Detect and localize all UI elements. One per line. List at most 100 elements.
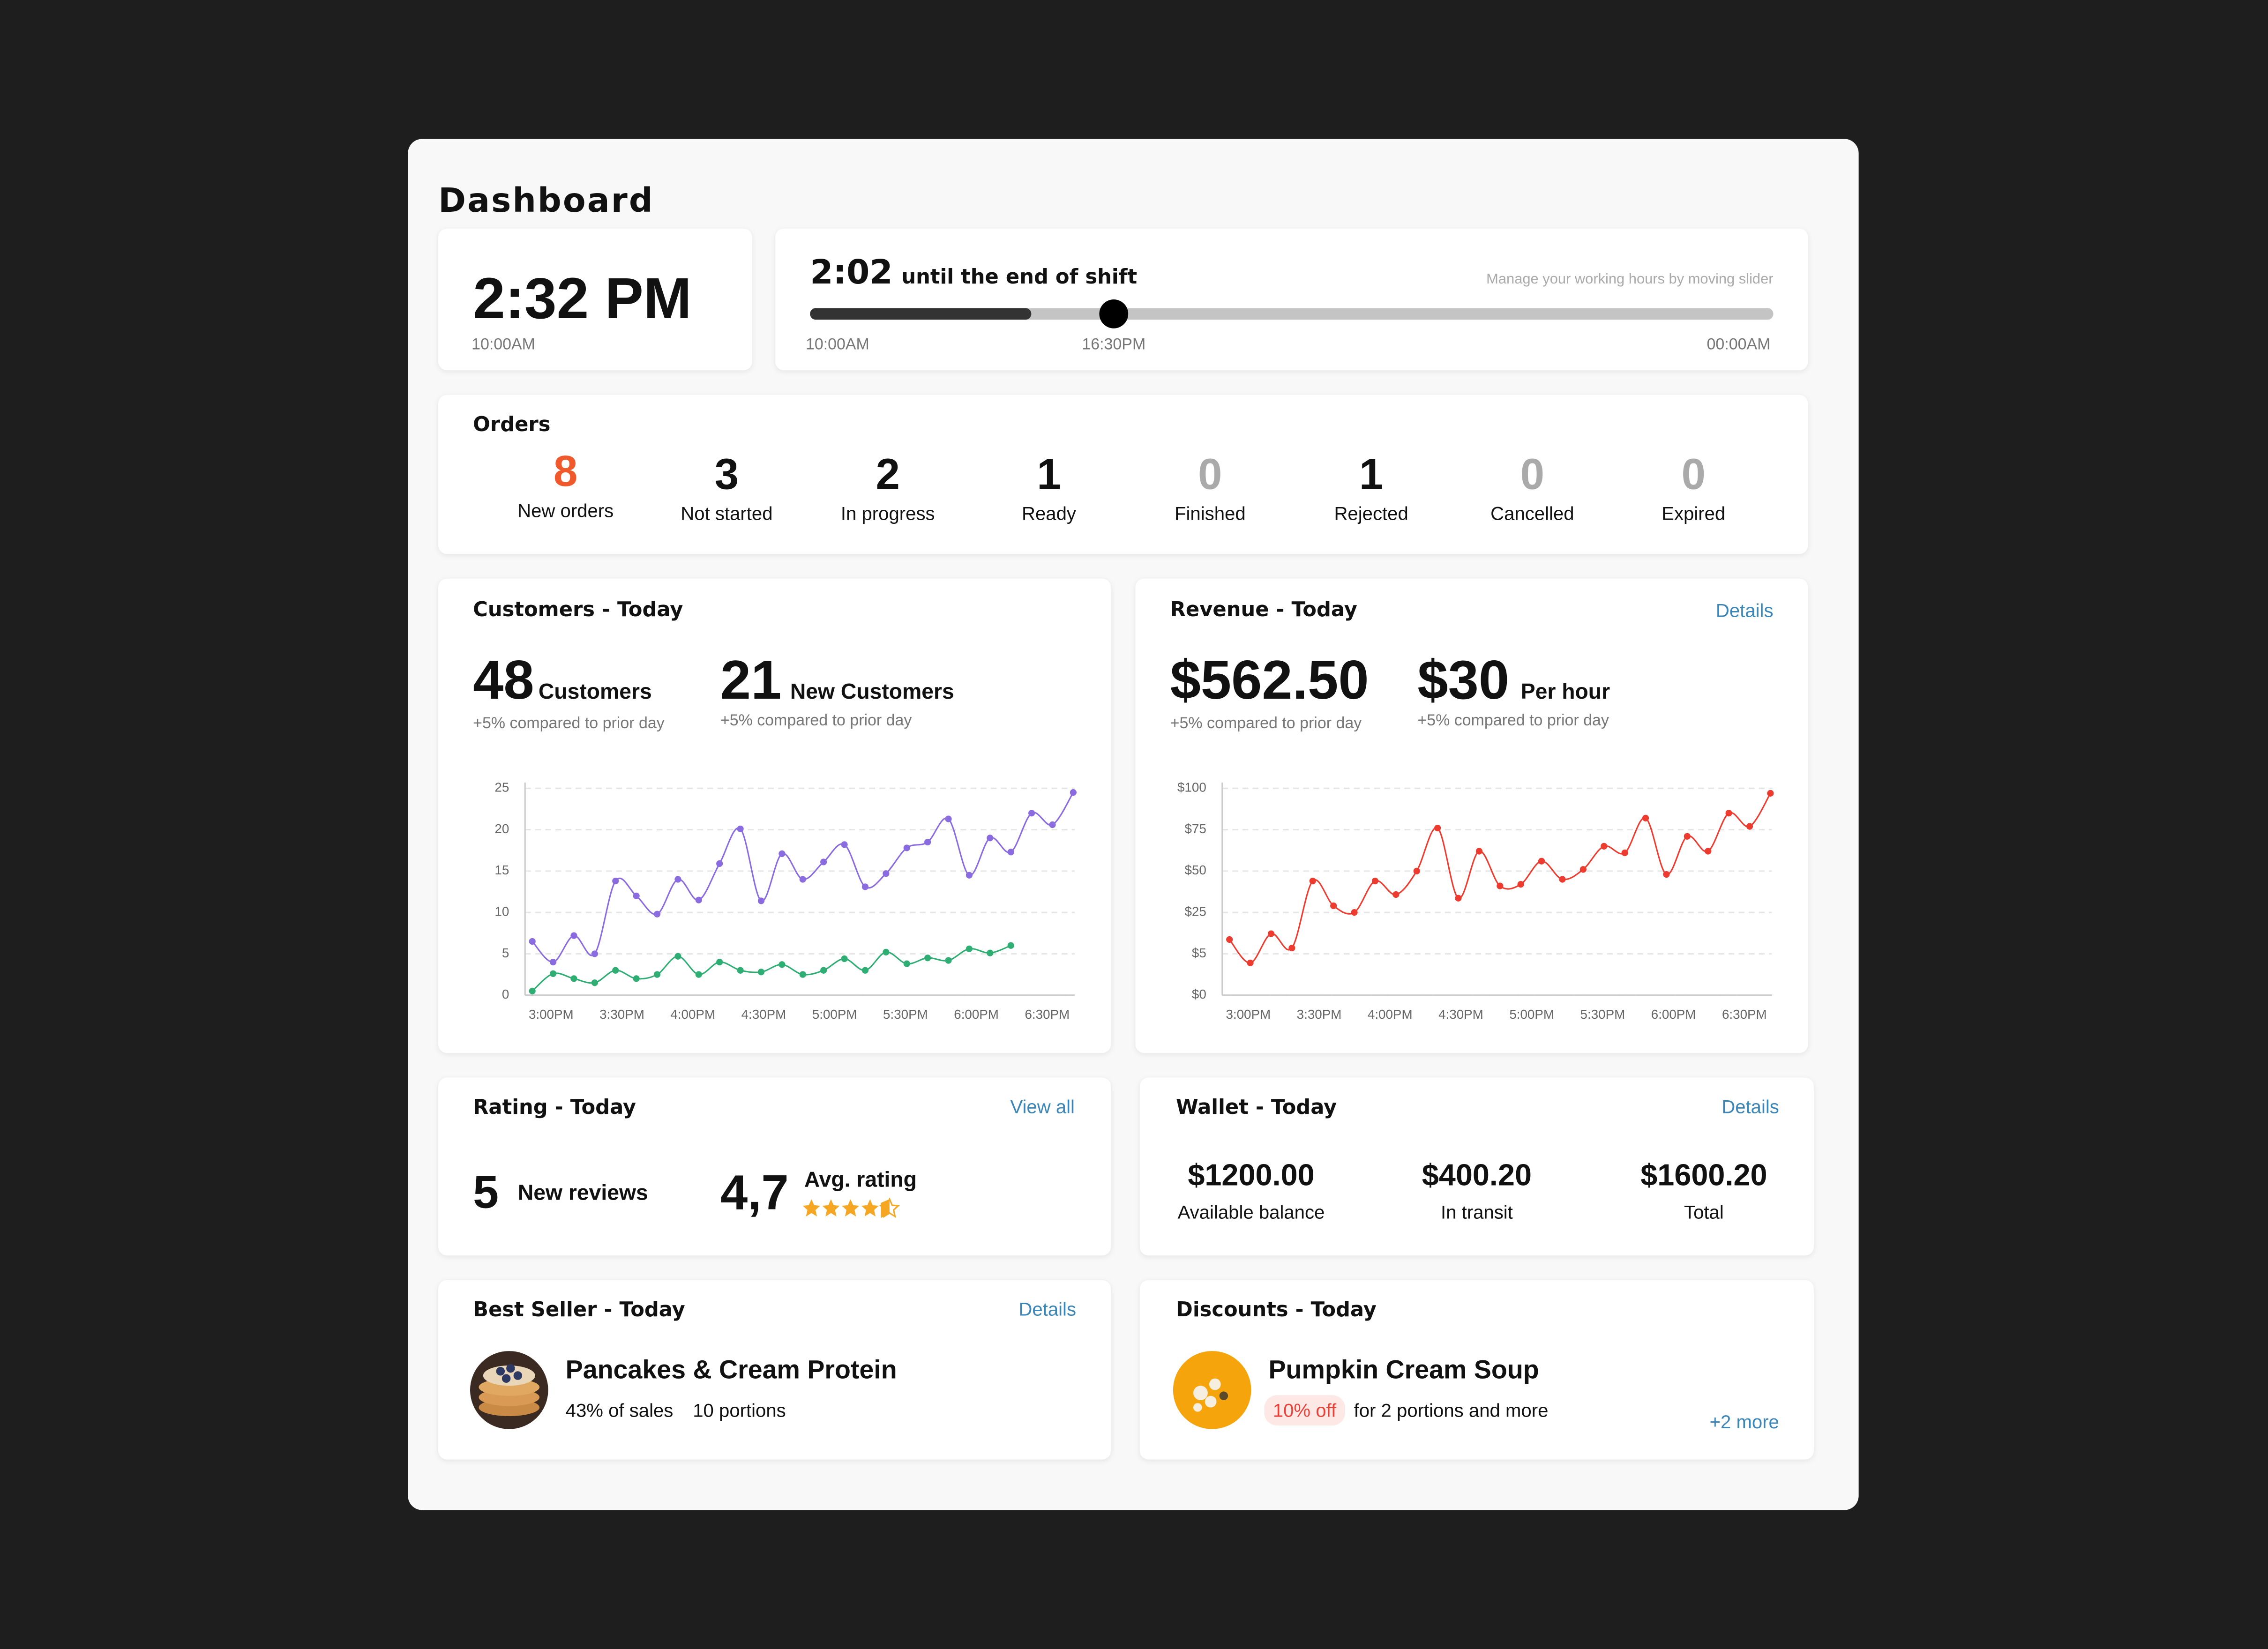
wallet-label: Total <box>1684 1201 1724 1223</box>
data-point <box>1007 849 1014 856</box>
stat-value: $562.50 <box>1170 651 1369 712</box>
data-point <box>1049 821 1056 828</box>
data-point <box>674 953 681 960</box>
revenue-chart: $0 $5 $25 $50 $75 $100 3:00PM 3:30PM 4:00PM 4:30P… <box>1177 780 1774 1022</box>
data-point <box>924 955 931 962</box>
data-point <box>695 896 702 903</box>
wallet-amount: $400.20 <box>1422 1159 1532 1193</box>
revenue-card: Revenue - Today Details $562.50 +5% comp… <box>1135 578 1808 1053</box>
x-tick-label: 3:00PM <box>1226 1007 1271 1022</box>
order-label: Not started <box>681 502 773 524</box>
shift-hint: Manage your working hours by moving slid… <box>1486 272 1774 288</box>
discount-badge: 10% off <box>1264 1395 1345 1426</box>
data-point <box>1621 849 1628 857</box>
y-tick-label: 15 <box>494 863 509 877</box>
y-tick-label: $5 <box>1192 946 1206 960</box>
order-label: In progress <box>840 502 935 524</box>
data-point <box>1475 848 1482 855</box>
y-tick-label: $25 <box>1184 904 1206 918</box>
data-point <box>1684 833 1691 840</box>
x-tick-label: 5:30PM <box>1580 1007 1625 1022</box>
data-point <box>633 892 640 899</box>
data-point <box>1663 871 1670 878</box>
data-point <box>1725 810 1732 817</box>
data-point <box>1434 824 1441 832</box>
data-point <box>1413 867 1420 874</box>
shift-card: 2:02 until the end of shift Manage your … <box>775 228 1808 371</box>
data-point <box>1497 882 1504 889</box>
y-tick-label: $50 <box>1184 863 1206 877</box>
order-count: 3 <box>714 451 739 499</box>
data-point <box>529 938 536 945</box>
data-point <box>570 932 577 939</box>
order-label: Cancelled <box>1490 502 1574 524</box>
data-point <box>1070 789 1077 796</box>
data-point <box>903 960 910 967</box>
data-point <box>570 975 577 982</box>
data-point <box>1579 866 1587 873</box>
data-point <box>1226 936 1233 943</box>
data-point <box>987 949 994 956</box>
data-point <box>549 958 557 966</box>
details-link[interactable]: Details <box>1018 1298 1077 1320</box>
stat-value: $30 <box>1417 651 1510 712</box>
stat-note: +5% compared to prior day <box>1417 712 1609 730</box>
y-tick-label: $75 <box>1184 821 1206 836</box>
reviews-label: New reviews <box>517 1181 648 1206</box>
data-point <box>841 955 848 963</box>
slider-knob[interactable] <box>1099 299 1129 328</box>
stat-unit: Per hour <box>1520 679 1610 705</box>
y-tick-label: 25 <box>494 780 509 795</box>
data-point <box>945 957 952 964</box>
order-count: 1 <box>1359 451 1384 499</box>
data-point <box>1767 790 1774 797</box>
clock-card: 2:32 PM 10:00AM <box>438 228 752 371</box>
per-hour-stat: $30 Per hour <box>1417 651 1610 713</box>
order-label: Rejected <box>1334 502 1408 524</box>
data-point <box>529 987 536 994</box>
orders-card: Orders 8 New orders 3 Not started 2 In progre… <box>438 395 1808 554</box>
data-point <box>1007 942 1014 949</box>
y-tick-label: 0 <box>502 987 509 1001</box>
rating-card: Rating - Today View all 5 New reviews 4,… <box>438 1077 1111 1256</box>
product-name: Pancakes & Cream Protein <box>565 1355 897 1385</box>
order-label: New orders <box>517 500 614 522</box>
data-point <box>1559 876 1566 883</box>
y-tick-label: $100 <box>1177 780 1206 795</box>
more-link[interactable]: +2 more <box>1709 1411 1779 1433</box>
data-point <box>987 835 994 842</box>
x-tick-label: 4:30PM <box>741 1007 786 1022</box>
data-point <box>549 970 557 977</box>
data-point <box>945 815 952 822</box>
data-point <box>591 950 598 957</box>
data-point <box>778 961 786 968</box>
data-point <box>737 825 744 832</box>
data-point <box>716 958 723 966</box>
data-point <box>695 971 702 978</box>
data-point <box>799 971 806 978</box>
data-point <box>1517 881 1524 888</box>
shift-remaining: 2:02 <box>810 254 893 292</box>
order-label: Finished <box>1174 502 1246 524</box>
data-point <box>820 858 827 866</box>
x-tick-label: 3:30PM <box>1297 1007 1342 1022</box>
view-all-link[interactable]: View all <box>1010 1096 1075 1118</box>
data-point <box>883 870 890 877</box>
details-link[interactable]: Details <box>1715 599 1774 621</box>
stat-note: +5% compared to prior day <box>720 712 912 730</box>
shift-label: until the end of shift <box>901 266 1138 290</box>
x-tick-label: 6:00PM <box>1651 1007 1696 1022</box>
star <box>861 1199 879 1216</box>
data-point <box>1028 810 1035 817</box>
order-label: Expired <box>1662 502 1726 524</box>
stat-unit: Customers <box>538 679 652 705</box>
series-line <box>1228 793 1771 964</box>
wallet-label: In transit <box>1440 1201 1513 1223</box>
star <box>802 1199 820 1216</box>
x-tick-label: 3:00PM <box>529 1007 574 1022</box>
shift-heading: 2:02 until the end of shift <box>810 254 1137 292</box>
data-point <box>924 838 931 846</box>
y-tick-label: 5 <box>502 946 509 960</box>
details-link[interactable]: Details <box>1722 1096 1779 1118</box>
x-tick-label: 5:00PM <box>812 1007 857 1022</box>
